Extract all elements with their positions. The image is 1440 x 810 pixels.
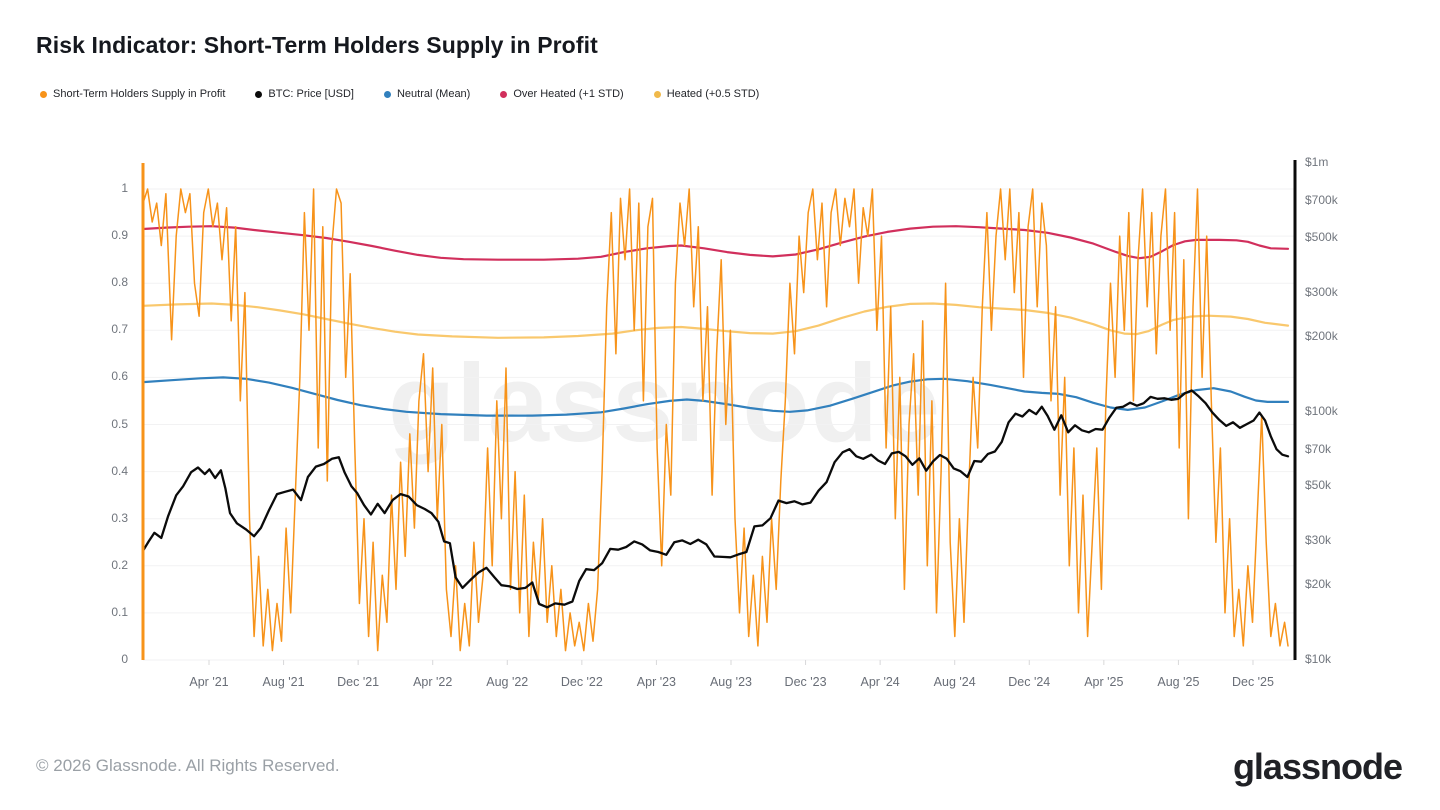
right-axis-tick: $10k	[1305, 652, 1332, 666]
right-axis-tick: $700k	[1305, 193, 1338, 208]
right-axis-tick: $50k	[1305, 478, 1332, 493]
series-neutral-mean-	[141, 376, 1290, 417]
series-btc-price-usd-	[141, 389, 1290, 609]
x-axis-tick: Apr '22	[413, 675, 453, 689]
legend-label: Neutral (Mean)	[396, 88, 471, 100]
x-axis-tick: Aug '24	[933, 675, 976, 689]
x-axis-tick: Aug '22	[486, 675, 529, 689]
right-axis-tick: $100k	[1305, 403, 1338, 418]
x-axis-tick: Dec '25	[1231, 675, 1274, 689]
legend-dot-icon	[500, 90, 508, 98]
left-axis-tick: 1	[121, 181, 128, 195]
series-short-term-holders-supply-in-profit	[142, 188, 1289, 652]
x-axis-tick: Apr '25	[1084, 675, 1124, 689]
copyright-text: © 2026 Glassnode. All Rights Reserved.	[36, 756, 340, 775]
chart-legend: Short-Term Holders Supply in Profit BTC: …	[40, 88, 759, 100]
left-axis-tick: 0.4	[111, 463, 128, 478]
left-axis-tick: 0.7	[111, 322, 128, 337]
legend-dot-icon	[255, 90, 263, 98]
right-axis-tick: $30k	[1305, 533, 1332, 548]
left-axis-tick: 0.5	[111, 416, 128, 431]
x-axis-tick: Dec '24	[1008, 675, 1051, 689]
left-axis-tick: 0.8	[111, 275, 128, 290]
legend-item-over-heated-1-std-[interactable]: Over Heated (+1 STD)	[500, 88, 624, 100]
x-axis-tick: Dec '22	[560, 675, 603, 689]
series-heated-0-5-std-	[141, 302, 1290, 339]
legend-label: Heated (+0.5 STD)	[666, 88, 760, 100]
x-axis-tick: Apr '24	[860, 675, 900, 689]
x-axis-tick: Apr '23	[636, 675, 677, 689]
legend-dot-icon	[40, 90, 47, 98]
legend-item-btc-price-usd-[interactable]: BTC: Price [USD]	[255, 88, 354, 100]
legend-dot-icon	[383, 90, 391, 98]
legend-label: BTC: Price [USD]	[268, 88, 354, 100]
x-axis-tick: Aug '25	[1157, 675, 1200, 689]
right-axis-tick: $1m	[1305, 155, 1329, 169]
left-axis-tick: 0.2	[111, 557, 128, 572]
left-axis-tick: 0.9	[111, 228, 128, 243]
legend-item-neutral-mean-[interactable]: Neutral (Mean)	[383, 88, 471, 100]
legend-item-heated-0-5-std-[interactable]: Heated (+0.5 STD)	[653, 88, 760, 100]
x-axis-tick: Dec '23	[784, 675, 827, 689]
left-axis-tick: 0.6	[111, 369, 128, 384]
x-axis-tick: Apr '21	[189, 675, 229, 689]
right-axis-tick: $70k	[1305, 441, 1332, 456]
right-axis-tick: $300k	[1305, 284, 1338, 299]
glassnode-logo: glassnode	[1232, 746, 1403, 787]
x-axis-tick: Aug '23	[709, 675, 752, 689]
series-over-heated-1-std-	[141, 225, 1290, 261]
x-axis-tick: Aug '21	[262, 675, 305, 689]
legend-dot-icon	[653, 90, 661, 98]
right-axis-tick: $500k	[1305, 229, 1338, 244]
legend-label: Short-Term Holders Supply in Profit	[53, 88, 226, 100]
page-title: Risk Indicator: Short-Term Holders Suppl…	[36, 32, 598, 58]
legend-label: Over Heated (+1 STD)	[513, 88, 624, 100]
right-axis-tick: $200k	[1305, 328, 1338, 343]
legend-item-short-term-holders-supply-in-profit[interactable]: Short-Term Holders Supply in Profit	[40, 88, 225, 100]
x-axis-tick: Dec '21	[337, 675, 380, 689]
right-axis-tick: $20k	[1305, 577, 1332, 592]
left-axis-tick: 0	[121, 652, 128, 666]
left-axis-tick: 0.3	[111, 510, 128, 525]
left-axis-tick: 0.1	[111, 604, 128, 619]
